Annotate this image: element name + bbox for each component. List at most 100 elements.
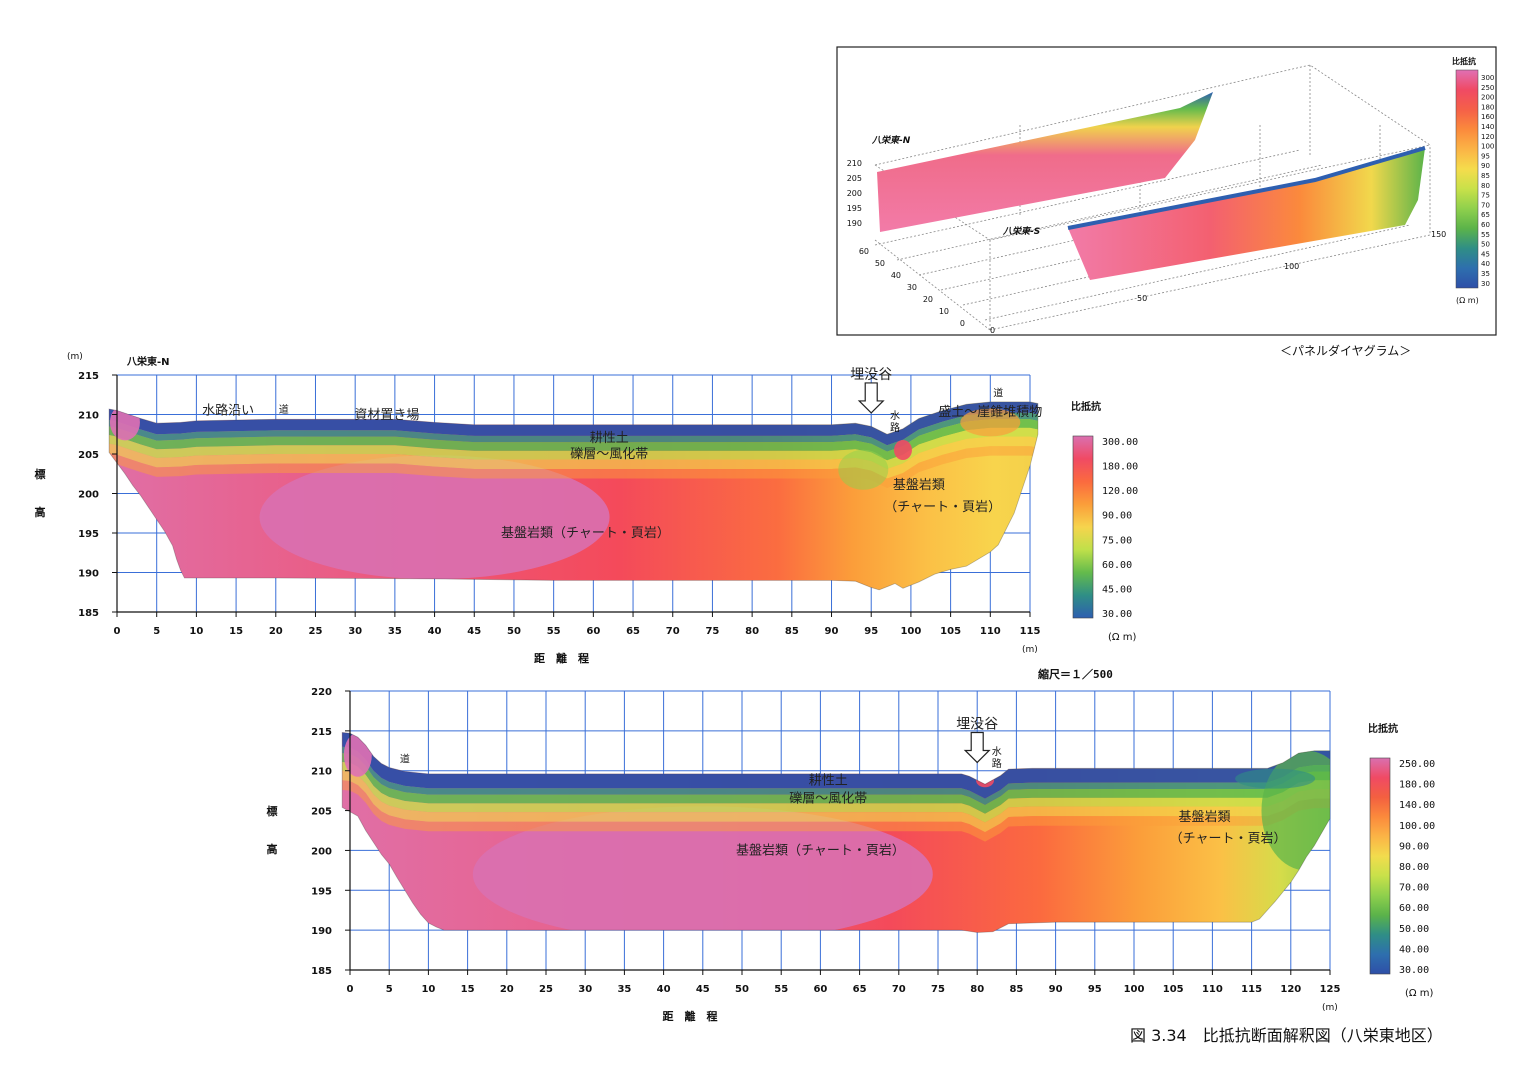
buried-valley-arrow	[857, 382, 885, 414]
panel-colorbar-label: 65	[1481, 211, 1490, 219]
x-unit-label: (m)	[1322, 1003, 1338, 1013]
y-tick-label: 210	[311, 767, 332, 778]
section-title: 八栄東-N	[126, 355, 170, 368]
panel-colorbar-label: 50	[1481, 241, 1490, 249]
x-tick-label: 40	[657, 984, 671, 995]
resistivity-layer	[342, 770, 1330, 833]
resistivity-layer	[342, 732, 1330, 799]
panel-colorbar-label: 60	[1481, 221, 1490, 229]
y-tick-label: 185	[78, 608, 99, 619]
y-tick-label: 210	[78, 411, 99, 422]
x-tick-label: 105	[940, 626, 961, 637]
high-resistivity-zone	[472, 806, 933, 933]
panel-colorbar-label: 140	[1481, 123, 1494, 131]
resistivity-patch	[1261, 750, 1330, 871]
x-tick-label: 110	[980, 626, 1001, 637]
y-tick-label: 200	[78, 490, 99, 501]
panel-colorbar-label: 120	[1481, 133, 1494, 141]
x-tick-label: 15	[229, 626, 243, 637]
high-resistivity-zone	[259, 455, 610, 580]
x-tick-label: 60	[813, 984, 827, 995]
x-unit-label: (m)	[1022, 645, 1038, 655]
annotation-label: 礫層～風化帯	[570, 446, 648, 462]
x-tick-label: 20	[269, 626, 283, 637]
panel-y-tick: 0	[960, 319, 965, 328]
y-axis-label: 高	[35, 505, 46, 519]
resistivity-patch	[976, 773, 995, 788]
x-axis-label: 距 離 程	[534, 651, 589, 665]
panel-y-tick: 40	[891, 271, 901, 280]
panel-colorbar-label: 45	[1481, 250, 1490, 258]
annotation-label: 基盤岩類	[893, 478, 945, 493]
x-tick-label: 65	[853, 984, 867, 995]
resistivity-layer	[342, 761, 1330, 823]
panel-colorbar-label: 40	[1481, 260, 1490, 268]
x-tick-label: 85	[1009, 984, 1023, 995]
x-tick-label: 100	[900, 626, 921, 637]
colorbar-label: 45.00	[1102, 584, 1132, 595]
x-tick-label: 120	[1280, 984, 1301, 995]
resistivity-patch	[893, 440, 912, 461]
panel-z-tick: 205	[847, 174, 862, 183]
x-tick-label: 30	[348, 626, 362, 637]
x-tick-label: 0	[347, 984, 354, 995]
x-tick-label: 5	[386, 984, 393, 995]
panel-colorbar-label: 70	[1481, 201, 1490, 209]
resistivity-layer	[342, 746, 1330, 805]
panel-z-tick: 190	[847, 219, 862, 228]
x-tick-label: 5	[153, 626, 160, 637]
x-tick-label: 60	[586, 626, 600, 637]
x-tick-label: 105	[1163, 984, 1184, 995]
colorbar-label: 60.00	[1399, 903, 1429, 914]
annotation-label: （チャート・頁岩）	[1170, 831, 1287, 846]
panel-x-tick: 0	[990, 326, 995, 335]
x-tick-label: 125	[1320, 984, 1341, 995]
x-tick-label: 95	[1088, 984, 1102, 995]
panel-colorbar-title: 比抵抗	[1452, 56, 1476, 66]
colorbar	[1369, 757, 1391, 975]
y-unit-label: (m)	[67, 352, 83, 362]
x-tick-label: 20	[500, 984, 514, 995]
colorbar-unit: (Ω m)	[1405, 988, 1433, 999]
resistivity-patch	[838, 449, 889, 490]
panel-x-tick: 50	[1137, 294, 1147, 303]
resistivity-layer	[109, 436, 1038, 479]
colorbar-label: 70.00	[1399, 883, 1429, 894]
annotation-label: 盛土～崖錐堆積物	[938, 405, 1042, 420]
annotation-label: 基盤岩類（チャート・頁岩）	[501, 526, 670, 541]
colorbar-label: 30.00	[1399, 965, 1429, 976]
panel-colorbar-label: 80	[1481, 182, 1490, 190]
x-tick-label: 40	[428, 626, 442, 637]
resistivity-patch	[343, 732, 372, 777]
colorbar-label: 180.00	[1399, 780, 1435, 791]
y-tick-label: 190	[78, 569, 99, 580]
annotation-label: 水路沿い	[202, 403, 254, 419]
x-axis-label: 距 離 程	[663, 1009, 718, 1023]
colorbar-label: 300.00	[1102, 437, 1138, 448]
annotation-label: 礫層～風化帯	[789, 791, 867, 807]
panel-y-tick: 50	[875, 259, 885, 268]
annotation-label: 基盤岩類（チャート・頁岩）	[736, 843, 905, 858]
y-tick-label: 205	[311, 807, 332, 818]
panel-colorbar-unit: (Ω m)	[1456, 296, 1479, 305]
y-tick-label: 190	[311, 926, 332, 937]
buried-valley-arrow	[963, 731, 991, 764]
annotation-label: 路	[890, 421, 900, 434]
x-tick-label: 50	[735, 984, 749, 995]
x-tick-label: 70	[666, 626, 680, 637]
resistivity-layer	[342, 780, 1330, 842]
x-tick-label: 15	[461, 984, 475, 995]
panel-colorbar-label: 95	[1481, 152, 1490, 160]
panel-z-tick: 195	[847, 204, 862, 213]
y-tick-label: 215	[78, 371, 99, 382]
colorbar-label: 30.00	[1102, 609, 1132, 620]
panel-colorbar-label: 85	[1481, 172, 1490, 180]
x-tick-label: 0	[114, 626, 121, 637]
annotation-label: 道	[400, 753, 410, 766]
y-tick-label: 195	[78, 529, 99, 540]
x-tick-label: 75	[705, 626, 719, 637]
panel-colorbar-label: 35	[1481, 270, 1490, 278]
